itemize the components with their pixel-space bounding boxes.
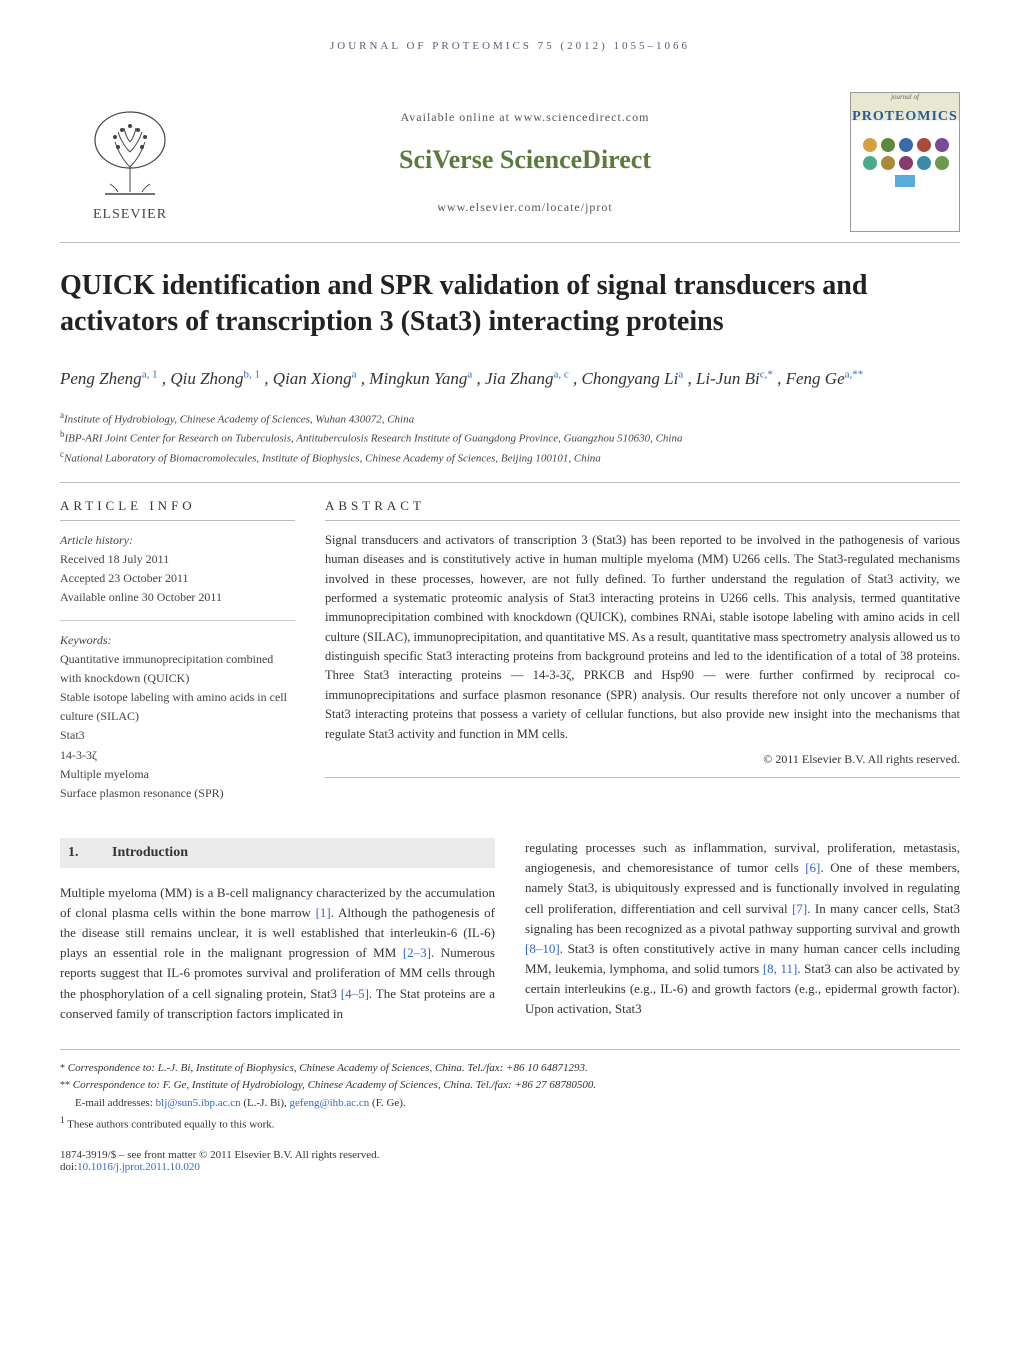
intro-column-right: regulating processes such as inflammatio… [525,838,960,1024]
author-name: , Li-Jun Bi [687,369,759,388]
publisher-logo: ELSEVIER [60,92,200,232]
affiliation-c: National Laboratory of Biomacromolecules… [64,452,601,464]
front-matter-text: 1874-3919/$ – see front matter © 2011 El… [60,1149,960,1161]
abstract-box: ABSTRACT Signal transducers and activato… [325,498,960,803]
citation-link[interactable]: [7] [792,901,807,916]
doi-label: doi: [60,1161,77,1173]
divider [60,482,960,483]
author-list: Peng Zhenga, 1 , Qiu Zhongb, 1 , Qian Xi… [60,366,960,392]
section-number: 1. [68,842,79,864]
citation-link[interactable]: [2–3] [403,945,431,960]
journal-cover-thumbnail: journal of PROTEOMICS [850,92,960,232]
running-head: JOURNAL OF PROTEOMICS 75 (2012) 1055–106… [60,40,960,52]
author-affil-marker: a, c [554,368,569,380]
email-name: (F. Ge). [369,1097,405,1109]
email-label: E-mail addresses: [75,1097,156,1109]
corresponding-marker: * [767,368,773,380]
citation-link[interactable]: [8–10] [525,941,560,956]
author-affil-marker: a, 1 [142,368,158,380]
journal-cover-title: PROTEOMICS [851,101,959,125]
sciverse-logo-text: SciVerse ScienceDirect [200,145,850,175]
keyword: 14-3-3ζ [60,746,295,765]
keyword: Quantitative immunoprecipitation combine… [60,650,295,688]
section-heading-intro: 1. Introduction [60,838,495,868]
history-label: Article history: [60,531,295,550]
equal-contribution-note: These authors contributed equally to thi… [65,1118,275,1130]
abstract-heading: ABSTRACT [325,498,960,521]
abstract-copyright: © 2011 Elsevier B.V. All rights reserved… [325,752,960,767]
author-name: , Qiu Zhong [162,369,244,388]
keyword: Stat3 [60,726,295,745]
keyword: Multiple myeloma [60,765,295,784]
corresponding-marker: ** [852,368,863,380]
divider [60,620,295,621]
article-info-heading: ARTICLE INFO [60,498,295,521]
citation-link[interactable]: [4–5] [341,986,369,1001]
publisher-name: ELSEVIER [93,207,167,223]
citation-link[interactable]: [8, 11] [763,961,798,976]
author-name: , Chongyang Li [573,369,678,388]
email-link[interactable]: gefeng@ihb.ac.cn [290,1097,370,1109]
article-title: QUICK identification and SPR validation … [60,268,960,341]
author-affil-marker: a [467,368,472,380]
author-name: , Qian Xiong [264,369,351,388]
masthead: ELSEVIER Available online at www.science… [60,82,960,243]
keyword: Stable isotope labeling with amino acids… [60,688,295,726]
journal-url: www.elsevier.com/locate/jprot [200,200,850,215]
email-name: (L.-J. Bi), [241,1097,290,1109]
correspondence-note: Correspondence to: F. Ge, Institute of H… [70,1079,596,1091]
affiliation-b: IBP-ARI Joint Center for Research on Tub… [65,433,683,445]
author-name: , Jia Zhang [477,369,554,388]
accepted-date: Accepted 23 October 2011 [60,569,295,588]
available-online-text: Available online at www.sciencedirect.co… [200,110,850,125]
available-date: Available online 30 October 2011 [60,588,295,607]
intro-column-left: 1. Introduction Multiple myeloma (MM) is… [60,838,495,1024]
author-name: Peng Zheng [60,369,142,388]
author-affil-marker: a [678,368,683,380]
email-link[interactable]: blj@sun5.ibp.ac.cn [156,1097,241,1109]
journal-cover-subtitle: journal of [851,93,959,101]
correspondence-note: Correspondence to: L.-J. Bi, Institute o… [65,1062,588,1074]
affiliations: aInstitute of Hydrobiology, Chinese Acad… [60,409,960,466]
section-title: Introduction [112,845,188,860]
citation-link[interactable]: [6] [805,860,820,875]
keyword: Surface plasmon resonance (SPR) [60,784,295,803]
affiliation-a: Institute of Hydrobiology, Chinese Acade… [64,414,414,426]
author-name: , Mingkun Yang [361,369,468,388]
keywords-label: Keywords: [60,631,295,650]
abstract-text: Signal transducers and activators of tra… [325,531,960,744]
article-info-sidebar: ARTICLE INFO Article history: Received 1… [60,498,295,803]
doi-section: 1874-3919/$ – see front matter © 2011 El… [60,1149,960,1173]
footnotes: * Correspondence to: L.-J. Bi, Institute… [60,1049,960,1134]
divider [325,777,960,778]
author-affil-marker: a [352,368,357,380]
author-name: , Feng Ge [777,369,845,388]
received-date: Received 18 July 2011 [60,550,295,569]
doi-link[interactable]: 10.1016/j.jprot.2011.10.020 [77,1161,200,1173]
author-affil-marker: b, 1 [244,368,261,380]
citation-link[interactable]: [1] [316,905,331,920]
